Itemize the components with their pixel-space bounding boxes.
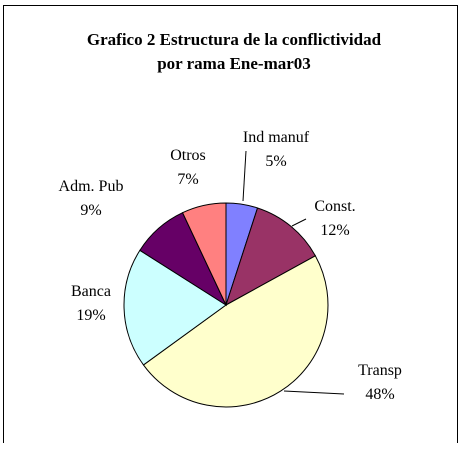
pie-slice-const: [225, 207, 317, 307]
slice-percent-otros: 7%: [177, 171, 198, 188]
slice-label-const: Const.: [314, 198, 355, 215]
slice-label-transp: Transp: [358, 362, 402, 379]
pie-slice-otros: [181, 202, 227, 306]
leader-line-transp: [283, 390, 345, 395]
pie-slice-transp: [142, 255, 329, 408]
chart-title-line2: por rama Ene-mar03: [157, 54, 311, 73]
chart-title-line1: Grafico 2 Estructura de la conflictivida…: [86, 30, 382, 49]
slice-percent-const: 12%: [320, 222, 349, 239]
slice-label-adm-pub: Adm. Pub: [59, 178, 124, 195]
slice-percent-banca: 19%: [76, 307, 105, 324]
slice-percent-adm-pub: 9%: [80, 202, 101, 219]
slice-percent-transp: 48%: [365, 386, 394, 403]
slice-percent-ind-manuf: 5%: [265, 153, 286, 170]
leader-line-const: [291, 218, 307, 227]
slice-label-ind-manuf: Ind manuf: [243, 129, 310, 146]
pie-slice-banca: [123, 249, 227, 366]
leader-line-ind-manuf: [242, 150, 247, 202]
slice-label-banca: Banca: [71, 283, 111, 300]
slice-label-otros: Otros: [170, 147, 206, 164]
